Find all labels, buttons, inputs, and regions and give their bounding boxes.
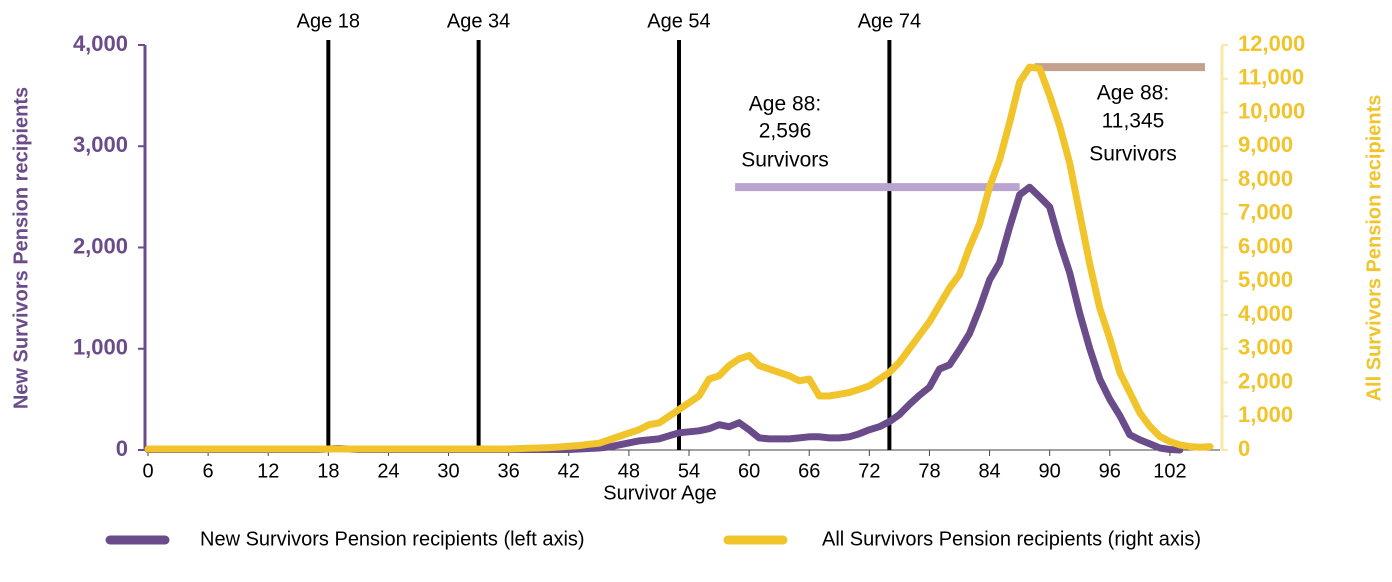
x-tick-label: 66: [798, 460, 820, 482]
y2-tick-label: 8,000: [1238, 166, 1293, 191]
y2-axis-label: All Survivors Pension recipients: [1363, 95, 1385, 402]
annotation-text: Survivors: [741, 149, 829, 172]
x-tick-label: 48: [618, 460, 640, 482]
y2-tick-label: 10,000: [1238, 98, 1305, 123]
x-tick-label: 96: [1099, 460, 1121, 482]
age-label: Age 54: [647, 10, 710, 32]
x-tick-label: 30: [437, 460, 459, 482]
y2-tick-label: 11,000: [1238, 65, 1304, 90]
y2-tick-label: 0: [1238, 436, 1250, 461]
x-tick-label: 78: [918, 460, 940, 482]
x-tick-label: 60: [738, 460, 760, 482]
y-tick-label: 3,000: [73, 132, 128, 157]
y2-tick-label: 4,000: [1238, 301, 1293, 326]
y-tick-label: 2,000: [73, 233, 128, 258]
y2-tick-label: 5,000: [1238, 267, 1293, 292]
y-axis-label: New Survivors Pension recipients: [10, 87, 32, 409]
x-tick-label: 72: [858, 460, 880, 482]
x-tick-label: 102: [1153, 460, 1186, 482]
x-tick-label: 6: [203, 460, 214, 482]
x-tick-label: 90: [1039, 460, 1061, 482]
legend-label: New Survivors Pension recipients (left a…: [200, 528, 585, 550]
annotation-text: Survivors: [1089, 143, 1177, 166]
x-tick-label: 12: [257, 460, 279, 482]
age-label: Age 34: [447, 10, 510, 32]
legend-label: All Survivors Pension recipients (right …: [822, 528, 1201, 550]
y2-tick-label: 1,000: [1238, 402, 1293, 427]
x-tick-label: 36: [498, 460, 520, 482]
age-label: Age 18: [297, 10, 360, 32]
annotation-text: 11,345: [1102, 110, 1165, 133]
y-tick-label: 0: [116, 436, 128, 461]
y2-tick-label: 12,000: [1238, 31, 1305, 56]
series-line: [144, 183, 1184, 454]
y2-tick-label: 9,000: [1238, 132, 1293, 157]
x-axis-label: Survivor Age: [603, 482, 716, 504]
y-tick-label: 1,000: [73, 335, 128, 360]
x-tick-label: 84: [978, 460, 1000, 482]
y2-tick-label: 7,000: [1238, 200, 1293, 225]
series-line: [144, 63, 1214, 453]
y2-tick-label: 3,000: [1238, 335, 1293, 360]
x-tick-label: 42: [558, 460, 580, 482]
annotation-text: Age 88:: [749, 93, 821, 116]
x-tick-label: 0: [142, 460, 153, 482]
age-label: Age 74: [858, 10, 921, 32]
x-tick-label: 54: [678, 460, 700, 482]
y2-tick-label: 6,000: [1238, 233, 1293, 258]
x-tick-label: 24: [377, 460, 399, 482]
annotation-text: Age 88:: [1097, 82, 1169, 105]
annotation-text: 2,596: [759, 120, 812, 143]
x-tick-label: 18: [317, 460, 339, 482]
y2-tick-label: 2,000: [1238, 368, 1293, 393]
y-tick-label: 4,000: [73, 31, 128, 56]
